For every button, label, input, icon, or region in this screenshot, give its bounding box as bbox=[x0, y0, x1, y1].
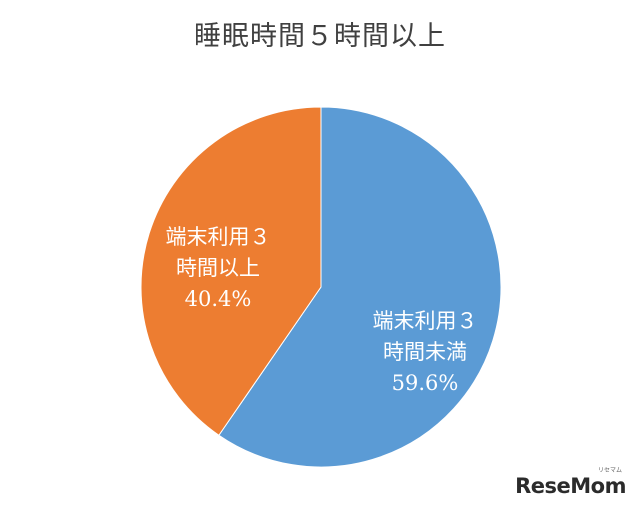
slice-label-over-3h: 端末利用３ 時間以上 40.4% bbox=[148, 222, 288, 315]
slice-value-over-3h: 40.4% bbox=[184, 287, 252, 311]
watermark-logo: ReseMom bbox=[515, 474, 626, 498]
slice-label-under-3h: 端末利用３ 時間未満 59.6% bbox=[355, 306, 495, 399]
slice-label-under-3h-line2: 時間未満 bbox=[383, 340, 467, 364]
chart-title: 睡眠時間５時間以上 bbox=[194, 21, 446, 52]
slice-label-under-3h-line1: 端末利用３ bbox=[372, 309, 478, 333]
pie-slice-over-3h bbox=[140, 106, 322, 436]
pie-slice-under-3h bbox=[218, 106, 502, 468]
slice-value-under-3h: 59.6% bbox=[391, 371, 459, 395]
watermark-logo-sub: リセマム bbox=[597, 467, 622, 474]
slice-label-over-3h-line2: 時間以上 bbox=[176, 256, 260, 280]
slice-label-over-3h-line1: 端末利用３ bbox=[165, 225, 271, 249]
